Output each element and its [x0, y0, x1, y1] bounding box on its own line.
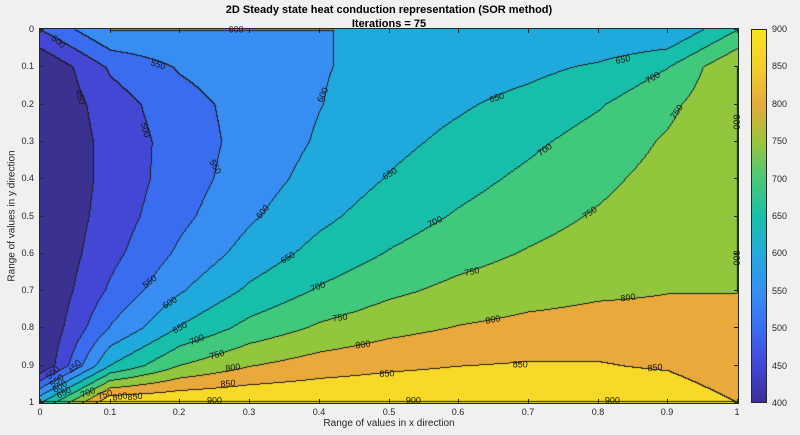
x-tick-label: 0.6 [451, 407, 465, 417]
contour-label: 900 [206, 395, 223, 406]
x-tick-label: 0.9 [660, 407, 674, 417]
contour-label: 600 [228, 24, 244, 35]
contour-label: 850 [646, 361, 663, 374]
x-axis-label: Range of values in x direction [323, 418, 455, 429]
y-tick-label: 0.7 [21, 285, 34, 295]
colorbar-tick-label: 550 [772, 285, 788, 296]
y-axis-label: Range of values in y direction [6, 150, 18, 282]
y-tick [734, 178, 738, 179]
colorbar-gradient [752, 30, 766, 402]
x-tick [249, 29, 250, 33]
x-tick [598, 399, 599, 403]
y-tick-label: 0.3 [21, 136, 34, 146]
colorbar [751, 29, 767, 403]
x-tick [249, 399, 250, 403]
x-tick [458, 399, 459, 403]
colorbar-tick-label: 450 [772, 360, 788, 371]
x-tick [179, 29, 180, 33]
x-tick-label: 0.8 [591, 407, 605, 417]
y-tick [40, 29, 44, 30]
y-tick [734, 365, 738, 366]
colorbar-tick-label: 850 [772, 61, 788, 72]
x-tick [40, 29, 41, 33]
x-tick [179, 399, 180, 403]
x-tick-label: 0.1 [103, 407, 117, 417]
y-tick [734, 29, 738, 30]
contour-label: 850 [379, 367, 395, 379]
x-tick-label: 1 [734, 407, 740, 417]
y-tick-label: 0.2 [21, 99, 34, 109]
y-tick [40, 290, 44, 291]
x-tick [319, 29, 320, 33]
x-tick-label: 0.3 [242, 407, 256, 417]
x-tick-label: 0.5 [382, 407, 396, 417]
colorbar-tick-label: 650 [772, 211, 788, 221]
y-tick [40, 178, 44, 179]
y-tick-label: 0.4 [21, 173, 34, 183]
y-tick [40, 365, 44, 366]
y-tick [734, 104, 738, 105]
y-tick [734, 290, 738, 291]
x-tick [389, 399, 390, 403]
y-tick [734, 141, 738, 142]
colorbar-tick-label: 750 [772, 136, 788, 147]
x-tick [110, 29, 111, 33]
contour-label: 800 [619, 291, 636, 304]
y-tick-label: 1 [28, 397, 34, 407]
x-tick-label: 0.7 [521, 407, 535, 417]
x-tick [389, 29, 390, 33]
y-tick [40, 216, 44, 217]
y-tick [40, 66, 44, 67]
y-tick [40, 141, 44, 142]
contour-label: 850 [512, 359, 528, 370]
x-tick [667, 29, 668, 33]
x-tick [528, 29, 529, 33]
x-tick [40, 399, 41, 403]
y-tick-label: 0.1 [21, 61, 34, 71]
x-tick-label: 0.2 [172, 407, 186, 417]
colorbar-tick-label: 500 [772, 323, 788, 334]
y-tick-label: 0.8 [21, 322, 34, 332]
contour-label: 850 [220, 378, 237, 390]
x-tick-label: 0.4 [312, 407, 326, 417]
y-tick [734, 66, 738, 67]
y-tick-label: 0.9 [21, 360, 34, 370]
x-tick [737, 29, 738, 33]
colorbar-tick-label: 400 [772, 398, 788, 408]
contour-label: 900 [604, 395, 620, 406]
y-tick [40, 327, 44, 328]
x-tick [458, 29, 459, 33]
x-tick-label: 0 [37, 407, 43, 417]
contour-label: 900 [405, 395, 421, 406]
contour-label: 850 [126, 390, 143, 402]
y-tick-label: 0.6 [21, 248, 34, 258]
x-tick [737, 399, 738, 403]
contour-plot-canvas [40, 29, 738, 403]
x-tick [110, 399, 111, 403]
y-tick [40, 104, 44, 105]
colorbar-tick-label: 800 [772, 98, 788, 109]
contour-label: 800 [731, 250, 742, 266]
y-tick-label: 0.5 [21, 211, 34, 221]
y-tick [734, 216, 738, 217]
y-tick [734, 253, 738, 254]
y-tick-label: 0 [28, 24, 34, 34]
x-tick [598, 29, 599, 33]
x-tick [528, 399, 529, 403]
chart-title: 2D Steady state heat conduction represen… [225, 4, 553, 16]
colorbar-tick-label: 600 [772, 248, 788, 259]
colorbar-tick-label: 900 [772, 24, 788, 34]
y-tick [734, 402, 738, 403]
colorbar-tick-label: 700 [772, 173, 788, 184]
y-tick [40, 253, 44, 254]
x-tick [319, 399, 320, 403]
x-tick [667, 399, 668, 403]
y-tick [734, 327, 738, 328]
chart-subtitle: Iterations = 75 [351, 18, 427, 30]
contour-label: 800 [731, 114, 742, 130]
y-tick [40, 402, 44, 403]
plot-area: 0 0.1 0.2 0.3 0.4 0.5 0.6 0.7 0.8 0.9 1 0 0.1 0.2 0.3 0… [21, 24, 742, 417]
